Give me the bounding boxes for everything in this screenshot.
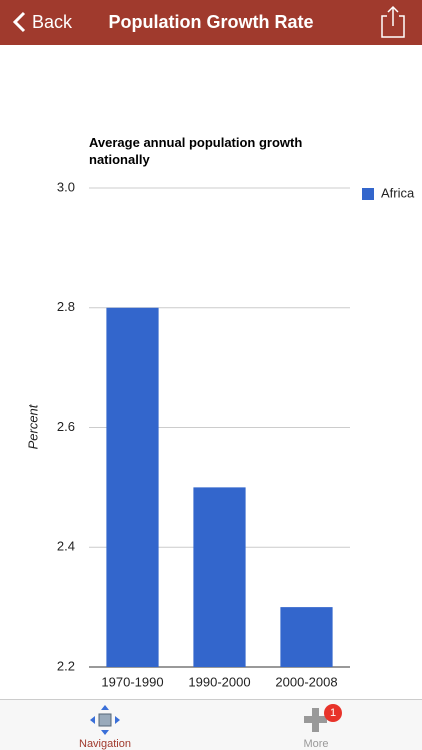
- back-icon[interactable]: [10, 0, 30, 45]
- navigation-icon[interactable]: [85, 702, 125, 738]
- y-tick-label: 2.6: [57, 419, 75, 434]
- y-axis-label: Percent: [25, 403, 40, 449]
- y-tick-label: 2.4: [57, 539, 75, 554]
- x-tick-label: 2000-2008: [275, 674, 337, 689]
- legend-label: Africa: [381, 185, 415, 200]
- chart-title: Average annual population growth nationa…: [89, 135, 303, 167]
- x-tick-label: 1970-1990: [101, 674, 163, 689]
- bar: [280, 607, 333, 667]
- more-icon[interactable]: [301, 706, 331, 736]
- badge: 1: [324, 704, 342, 722]
- legend-swatch: [362, 188, 374, 200]
- x-tick-label: 1990-2000: [188, 674, 250, 689]
- screen-title: Population Growth Rate: [108, 12, 314, 32]
- y-tick-label: 2.2: [57, 658, 75, 673]
- y-tick-label: 2.8: [57, 299, 75, 314]
- share-icon[interactable]: [378, 0, 408, 45]
- bar: [106, 307, 159, 667]
- tab-bar: Navigation 1 More: [0, 699, 422, 750]
- tab-label[interactable]: Navigation: [79, 738, 131, 750]
- back-button[interactable]: Back: [32, 12, 73, 32]
- y-tick-label: 3.0: [57, 179, 75, 194]
- chart: Percent 2.2 2.4 2.6 2.8 3.0 1970-1990 1990-200…: [25, 179, 415, 689]
- tab-label[interactable]: More: [303, 738, 329, 750]
- bar: [193, 487, 246, 667]
- nav-bar: Back Population Growth Rate: [0, 0, 422, 45]
